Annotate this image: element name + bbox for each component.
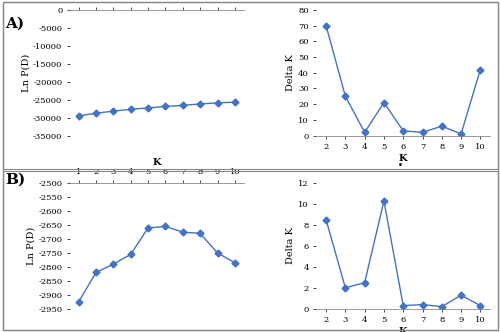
Text: ·: ·: [396, 156, 404, 176]
X-axis label: K: K: [399, 327, 407, 332]
X-axis label: K: K: [152, 158, 161, 167]
Y-axis label: Ln P(D): Ln P(D): [26, 227, 36, 265]
Y-axis label: Delta K: Delta K: [286, 227, 296, 264]
Y-axis label: Ln P(D): Ln P(D): [21, 53, 30, 92]
Text: A): A): [5, 17, 24, 31]
Text: B): B): [5, 173, 25, 187]
Y-axis label: Delta K: Delta K: [286, 54, 296, 91]
X-axis label: K: K: [399, 154, 407, 163]
